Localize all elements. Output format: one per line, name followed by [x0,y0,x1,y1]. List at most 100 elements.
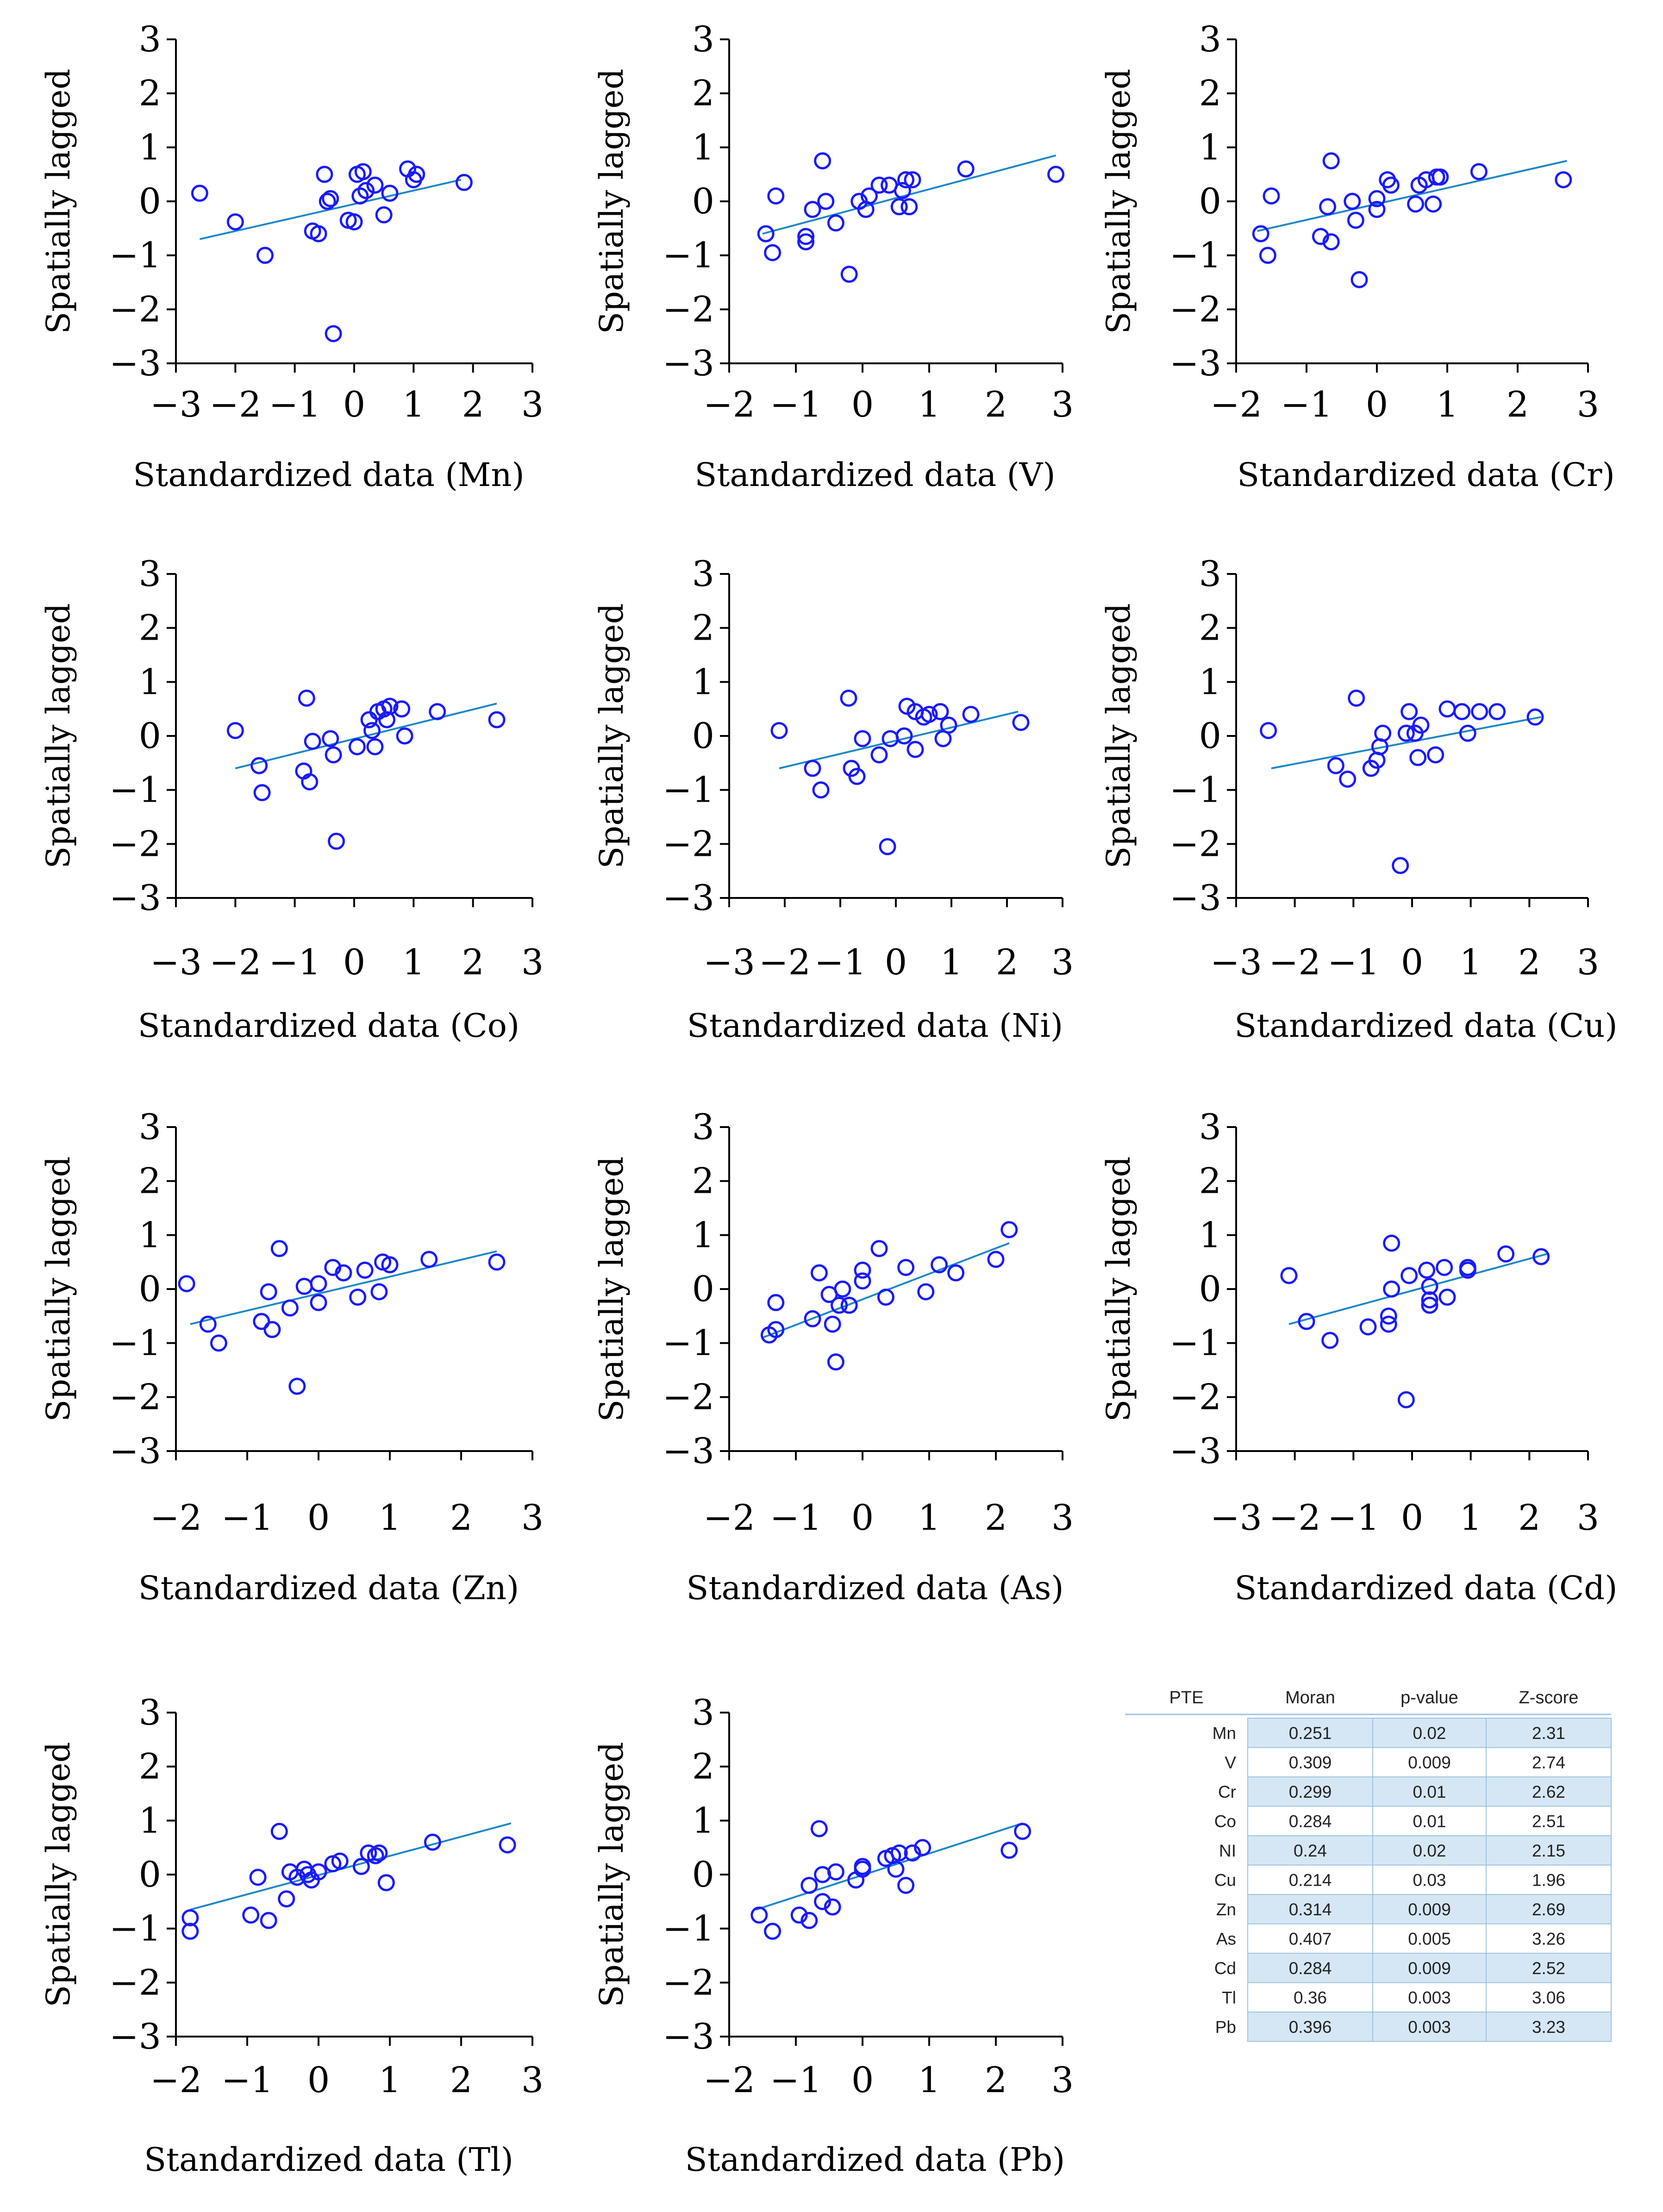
scatter-point [1526,708,1544,726]
scatter-point [840,1296,858,1314]
table-row: Co 0.284 0.01 2.51 [1214,1806,1612,1836]
scatter-point [898,698,916,715]
scatter-point [1459,724,1476,742]
x-tick-label: 0 [1401,941,1423,983]
scatter-point [897,1876,915,1894]
x-tick-label: −3 [150,384,202,425]
table-row: Cd 0.284 0.009 2.52 [1214,1953,1612,1983]
x-tick-label: −1 [1281,384,1332,425]
table-cell-bg [1247,1806,1373,1836]
scatter-point [226,722,244,739]
scatter-point [242,1907,260,1924]
y-tick-label: −2 [1169,1376,1221,1417]
scatter-point [770,722,788,739]
table-header: PTE [1169,1688,1204,1707]
y-tick-label: 2 [1199,607,1221,648]
y-tick-label: 3 [692,1692,714,1733]
y-tick-label: 0 [1199,181,1221,222]
x-axis-label: Standardized data (Pb) [685,2141,1065,2179]
trend-line [1271,716,1542,769]
scatter-point [920,705,938,723]
table-cell: 0.02 [1413,1841,1446,1860]
x-axis-label: Standardized data (V) [694,456,1055,494]
x-tick-label: 0 [851,1497,874,1538]
scatter-point [278,1890,295,1907]
scatter-point [348,738,366,755]
y-axis-label: Spatially lagged [593,1156,631,1421]
scatter-point [1400,703,1418,720]
scatter-point [191,185,208,202]
scatter-point [800,1912,818,1929]
scatter-point [253,1313,270,1330]
scatter-point [381,1256,399,1273]
scatter-point [1471,703,1488,720]
x-tick-label: 0 [307,1497,330,1538]
scatter-point [757,225,775,243]
x-tick-label: 0 [343,384,365,425]
scatter-point [1380,1315,1397,1333]
table-cell-bg [1247,2012,1373,2042]
y-tick-label: 0 [1199,715,1221,756]
y-tick-label: −3 [663,1430,714,1471]
x-axis-label: Standardized data (Zn) [138,1569,519,1607]
x-axis-label: Standardized data (Cu) [1234,1007,1617,1045]
table-cell-bg [1486,1923,1612,1954]
x-tick-label: −3 [703,941,755,983]
x-tick-label: 3 [1051,384,1074,425]
trend-line [1257,160,1567,232]
x-tick-label: 0 [307,2059,330,2100]
scatter-point [804,760,821,777]
y-axis-label: Spatially lagged [39,1156,77,1421]
x-tick-label: −1 [221,1497,273,1538]
x-tick-label: 1 [402,941,425,983]
y-tick-label: 3 [692,553,714,594]
scatter-point [363,722,381,739]
scatter-point [375,206,393,224]
scatter-point [767,1294,785,1311]
scatter-point [947,1264,965,1282]
scatter-point [1260,722,1277,739]
scatter-point [860,187,878,205]
x-tick-label: −2 [703,2059,755,2100]
x-tick-label: 0 [851,2059,874,2100]
scatter-point [328,833,345,850]
scatter-point [322,730,339,748]
table-row-label: Cd [1214,1959,1236,1978]
x-tick-label: 0 [1401,1497,1423,1538]
x-tick-label: −1 [770,384,822,425]
y-tick-label: −2 [1169,288,1221,330]
y-tick-label: 2 [139,607,161,648]
scatter-point [1438,1289,1456,1306]
scatter-point [887,1860,905,1878]
y-tick-label: 1 [692,126,714,168]
y-tick-label: 3 [1199,553,1221,594]
y-tick-label: 2 [692,607,714,648]
scatter-point [890,1844,908,1862]
table-row-label: As [1216,1929,1236,1948]
scatter-point [800,1876,818,1894]
scatter-point [870,1240,888,1257]
scatter-panel-6: −3 −2 −1 0 1 2 3 −2 −1 0 1 2 3 Spatially lagged Standa… [39,1106,544,1607]
y-tick-label: −2 [1169,823,1221,864]
scatter-point [270,1823,288,1840]
table-row-label: Mn [1213,1724,1236,1743]
scatter-point [914,1839,932,1857]
scatter-point [381,698,399,715]
table-cell: 0.314 [1289,1900,1332,1919]
scatter-point [1000,1842,1018,1859]
x-tick-label: 0 [343,941,365,983]
x-axis-label: Standardized data (Co) [138,1007,519,1045]
y-tick-label: −3 [109,343,161,384]
table-cell-bg [1372,1835,1487,1866]
y-tick-label: −1 [663,235,714,276]
x-tick-label: 1 [1459,1497,1482,1538]
scatter-panel-7: −3 −2 −1 0 1 2 3 −2 −1 0 1 2 3 Spatially lagged Standa… [593,1106,1074,1607]
x-tick-label: −1 [1327,941,1379,983]
x-tick-label: 2 [985,2059,1007,2100]
scatter-point [250,757,268,774]
table-cell: 0.284 [1289,1959,1332,1978]
x-axis-label: Standardized data (Tl) [144,2141,513,2179]
